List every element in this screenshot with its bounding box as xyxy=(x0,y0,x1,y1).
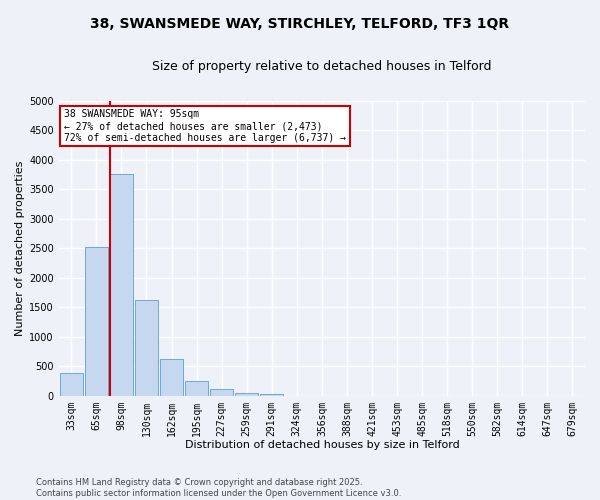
Bar xyxy=(85,247,107,396)
Text: 38, SWANSMEDE WAY, STIRCHLEY, TELFORD, TF3 1QR: 38, SWANSMEDE WAY, STIRCHLEY, TELFORD, T… xyxy=(91,18,509,32)
X-axis label: Distribution of detached houses by size in Telford: Distribution of detached houses by size … xyxy=(185,440,459,450)
Bar xyxy=(60,374,83,396)
Bar xyxy=(211,388,233,396)
Title: Size of property relative to detached houses in Telford: Size of property relative to detached ho… xyxy=(152,60,491,73)
Y-axis label: Number of detached properties: Number of detached properties xyxy=(15,160,25,336)
Bar xyxy=(185,382,208,396)
Bar xyxy=(160,358,183,396)
Bar xyxy=(135,300,158,396)
Text: Contains HM Land Registry data © Crown copyright and database right 2025.
Contai: Contains HM Land Registry data © Crown c… xyxy=(36,478,401,498)
Bar xyxy=(110,174,133,396)
Bar xyxy=(260,394,283,396)
Text: 38 SWANSMEDE WAY: 95sqm
← 27% of detached houses are smaller (2,473)
72% of semi: 38 SWANSMEDE WAY: 95sqm ← 27% of detache… xyxy=(64,110,346,142)
Bar xyxy=(235,393,258,396)
